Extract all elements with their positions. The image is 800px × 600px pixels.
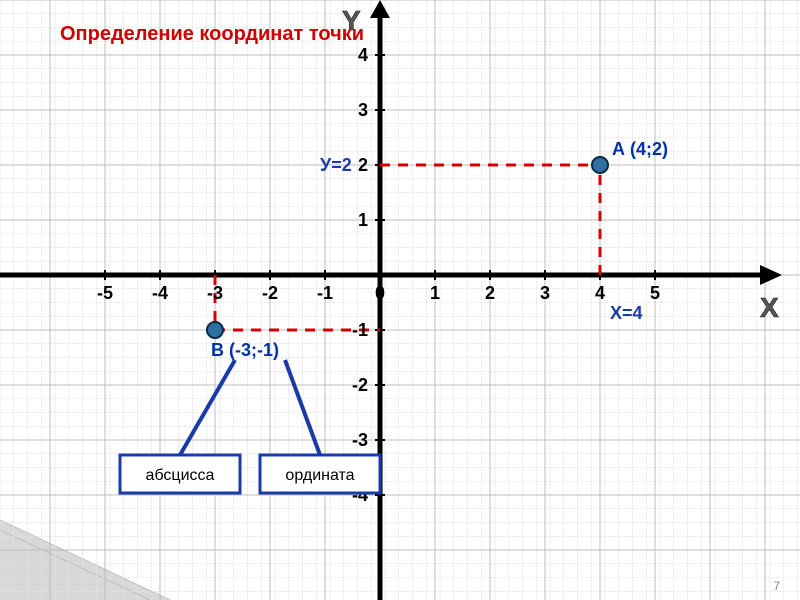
ordinate-label: ордината [285,467,354,484]
y-equals-annotation: У=2 [320,155,352,175]
x-tick-label: 5 [650,283,660,303]
y-tick-label: -1 [352,320,368,340]
point-marker [207,322,223,338]
y-tick-label: 1 [358,210,368,230]
y-axis-arrow-icon [370,0,390,18]
abscissa-label: абсцисса [146,467,215,484]
point-a-label: А (4;2) [612,139,668,159]
x-tick-label: -4 [152,283,168,303]
x-tick-label: 3 [540,283,550,303]
y-tick-label: -2 [352,375,368,395]
x-tick-label: -1 [317,283,333,303]
x-tick-label: 1 [430,283,440,303]
y-tick-label: -3 [352,430,368,450]
y-tick-label: 4 [358,45,368,65]
page-number: 7 [773,579,780,593]
x-tick-label: 4 [595,283,605,303]
point-marker [592,157,608,173]
y-tick-label: 2 [358,155,368,175]
coordinate-plane-diagram: -5-4-3-2-10123451234-1-2-3-4 Y X Определ… [0,0,800,600]
x-tick-label: 0 [375,283,385,303]
x-tick-label: -2 [262,283,278,303]
x-tick-label: 2 [485,283,495,303]
x-tick-label: -3 [207,283,223,303]
y-tick-label: 3 [358,100,368,120]
diagram-title: Определение координат точки [60,23,364,45]
x-axis-label: X [760,292,780,323]
x-tick-label: -5 [97,283,113,303]
x-axis-arrow-icon [760,265,782,285]
axes [0,0,782,600]
x-equals-annotation: Х=4 [610,303,643,323]
point-b-label: В (-3;-1) [211,340,279,360]
grid [0,0,800,600]
connector-line [180,360,235,455]
